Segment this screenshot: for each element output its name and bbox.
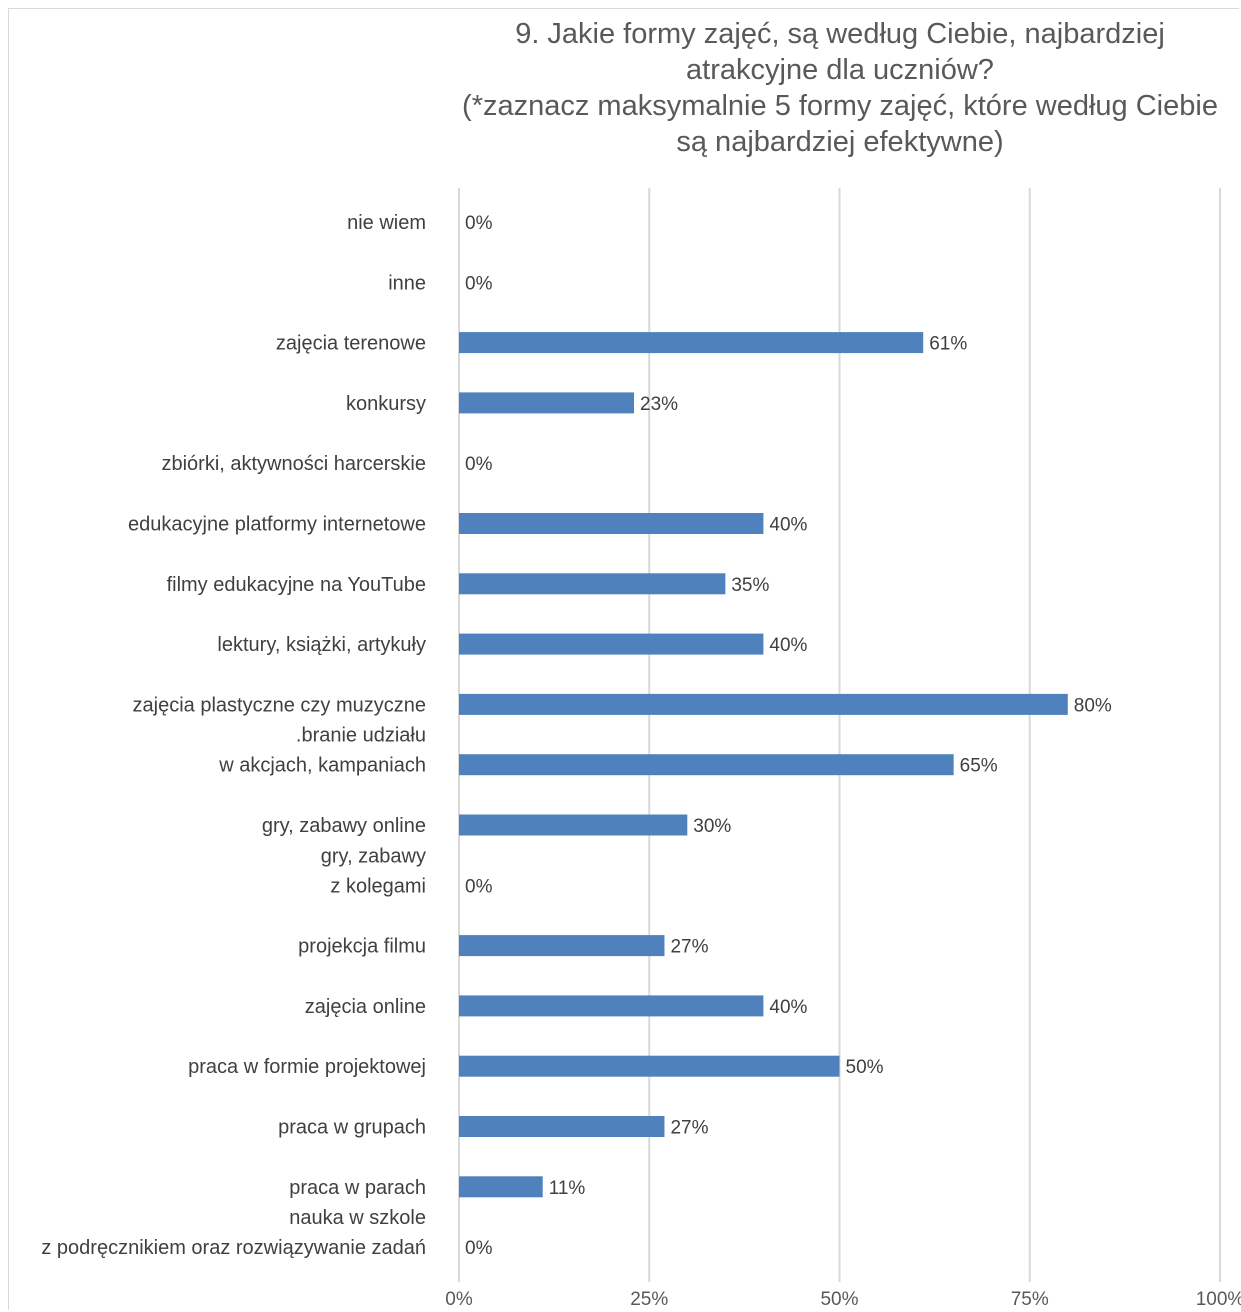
value-label: 0% bbox=[465, 876, 493, 897]
category-label: zajęcia terenowe bbox=[276, 333, 426, 355]
bar bbox=[459, 633, 764, 655]
category-label: zbiórki, aktywności harcerskie bbox=[161, 453, 426, 475]
category-label: praca w parach bbox=[289, 1177, 426, 1199]
value-label: 50% bbox=[846, 1057, 884, 1078]
value-label: 23% bbox=[640, 394, 678, 415]
category-label: lektury, książki, artykuły bbox=[217, 634, 426, 656]
category-label: w akcjach, kampaniach bbox=[218, 755, 426, 777]
chart-frame bbox=[8, 8, 1239, 1310]
chart-title-line: 9. Jakie formy zajęć, są według Ciebie, … bbox=[515, 18, 1165, 50]
value-label: 27% bbox=[670, 1118, 708, 1139]
value-label: 27% bbox=[670, 937, 708, 958]
category-label: nauka w szkole bbox=[289, 1207, 426, 1229]
category-label: gry, zabawy bbox=[321, 845, 426, 867]
category-label: filmy edukacyjne na YouTube bbox=[167, 574, 426, 596]
value-label: 80% bbox=[1074, 695, 1112, 716]
bar bbox=[459, 1176, 543, 1198]
category-label: zajęcia plastyczne czy muzyczne bbox=[133, 694, 426, 716]
chart-title-line: atrakcyjne dla uczniów? bbox=[686, 54, 994, 86]
value-label: 61% bbox=[929, 334, 967, 355]
chart-title: 9. Jakie formy zajęć, są według Ciebie, … bbox=[462, 18, 1218, 158]
category-label: inne bbox=[388, 272, 426, 294]
bar bbox=[459, 814, 688, 836]
bar bbox=[459, 1116, 665, 1137]
category-labels: nie wiem inne zajęcia terenowe konkursy zbió… bbox=[41, 212, 426, 1259]
x-tick-label: 50% bbox=[820, 1289, 858, 1310]
category-label: z podręcznikiem oraz rozwiązywanie zadań bbox=[41, 1237, 426, 1259]
category-label: praca w grupach bbox=[278, 1117, 426, 1139]
value-label: 0% bbox=[465, 213, 493, 234]
bar bbox=[459, 392, 635, 414]
bar bbox=[459, 1055, 840, 1077]
category-label: zajęcia online bbox=[305, 996, 426, 1018]
gridlines bbox=[458, 188, 1221, 1282]
value-label: 30% bbox=[693, 816, 731, 837]
bar bbox=[459, 995, 764, 1017]
x-tick-label: 0% bbox=[445, 1289, 473, 1310]
bar bbox=[459, 754, 954, 776]
bar bbox=[459, 693, 1068, 715]
bar bbox=[459, 513, 764, 534]
value-label: 40% bbox=[769, 997, 807, 1018]
category-label: z kolegami bbox=[330, 875, 426, 897]
x-tick-label: 25% bbox=[630, 1289, 668, 1310]
bar bbox=[459, 573, 726, 595]
value-label: 40% bbox=[769, 635, 807, 656]
value-label: 0% bbox=[465, 273, 493, 294]
value-label: 40% bbox=[769, 515, 807, 536]
value-labels: 0% 0% 61% 23% 0% 40% 35% 40% 80% 65% 30% 0% 27% 40% 50… bbox=[465, 213, 1112, 1259]
chart-title-line: (*zaznacz maksymalnie 5 formy zajęć, któ… bbox=[462, 90, 1218, 122]
x-tick-label: 100% bbox=[1196, 1289, 1241, 1310]
category-label: konkursy bbox=[346, 393, 426, 415]
bar bbox=[459, 332, 924, 354]
category-label: praca w formie projektowej bbox=[188, 1056, 426, 1078]
value-label: 0% bbox=[465, 454, 493, 475]
value-label: 0% bbox=[465, 1238, 493, 1259]
value-label: 65% bbox=[960, 756, 998, 777]
value-label: 35% bbox=[731, 575, 769, 596]
category-label: nie wiem bbox=[347, 212, 426, 234]
category-label: .branie udziału bbox=[296, 725, 426, 747]
bar bbox=[459, 935, 665, 957]
x-axis-ticks: 0% 25% 50% 75% 100% bbox=[445, 1289, 1241, 1310]
x-tick-label: 75% bbox=[1011, 1289, 1049, 1310]
chart-title-line: są najbardziej efektywne) bbox=[676, 126, 1003, 158]
bars bbox=[459, 332, 1068, 1198]
category-label: edukacyjne platformy internetowe bbox=[128, 514, 426, 536]
category-label: projekcja filmu bbox=[298, 936, 426, 958]
value-label: 11% bbox=[549, 1178, 586, 1199]
category-label: gry, zabawy online bbox=[262, 815, 426, 837]
